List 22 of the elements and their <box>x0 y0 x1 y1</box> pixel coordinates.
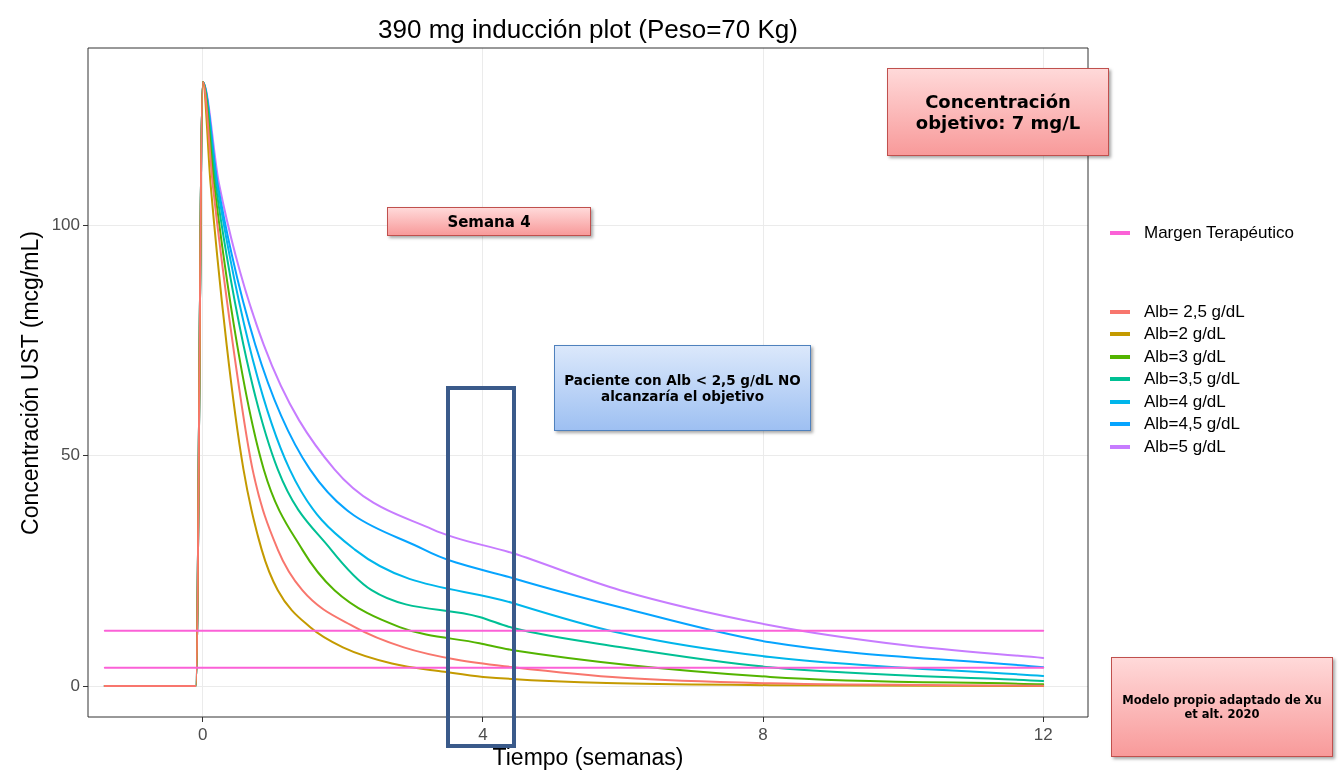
callout-box: Concentración objetivo: 7 mg/L <box>887 68 1109 156</box>
callout-box: Modelo propio adaptado de Xu et alt. 2020 <box>1111 657 1333 757</box>
y-tick-label: 100 <box>51 214 80 234</box>
legend-label: Alb=5 g/dL <box>1144 436 1226 457</box>
x-tick-label: 4 <box>478 724 488 744</box>
x-axis-title: Tiempo (semanas) <box>491 744 685 771</box>
chart-title: 390 mg inducción plot (Peso=70 Kg) <box>377 14 799 45</box>
x-tick-label: 8 <box>758 724 768 744</box>
legend-label: Alb=3,5 g/dL <box>1144 369 1240 390</box>
legend-label: Alb=4,5 g/dL <box>1144 414 1240 435</box>
y-axis-title: Concentración UST (mcg/mL) <box>16 230 44 535</box>
legend-label: Alb=3 g/dL <box>1144 346 1226 367</box>
y-tick-label: 0 <box>70 675 80 695</box>
legend-label: Alb=4 g/dL <box>1144 391 1226 412</box>
legend-label: Alb=2 g/dL <box>1144 324 1226 345</box>
callout-box: Semana 4 <box>387 207 591 236</box>
legend-label: Alb= 2,5 g/dL <box>1144 301 1245 322</box>
callout-box: Paciente con Alb < 2,5 g/dL NO alcanzaría el objetivo <box>554 345 811 431</box>
legend-label: Margen Terapéutico <box>1144 223 1294 244</box>
x-tick-label: 12 <box>1033 724 1053 744</box>
x-tick-label: 0 <box>198 724 208 744</box>
y-tick-label: 50 <box>61 445 80 465</box>
